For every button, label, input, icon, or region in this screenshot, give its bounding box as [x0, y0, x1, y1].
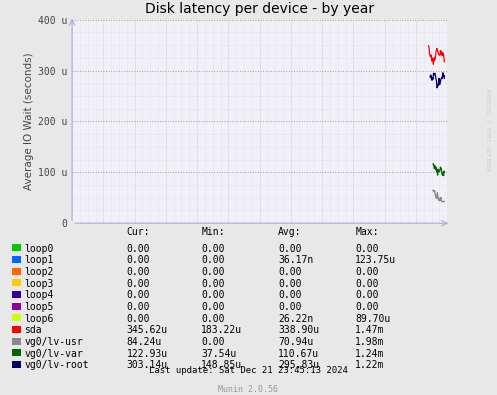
Text: loop2: loop2 — [24, 267, 54, 277]
Text: 295.83u: 295.83u — [278, 360, 320, 370]
Text: 0.00: 0.00 — [201, 244, 225, 254]
Text: Avg:: Avg: — [278, 227, 302, 237]
Text: 110.67u: 110.67u — [278, 348, 320, 359]
Text: RRDTOOL / TOBI OETIKER: RRDTOOL / TOBI OETIKER — [486, 89, 491, 171]
Text: 0.00: 0.00 — [355, 290, 379, 300]
Text: vg0/lv-usr: vg0/lv-usr — [24, 337, 83, 347]
Text: 1.98m: 1.98m — [355, 337, 385, 347]
Text: 0.00: 0.00 — [355, 278, 379, 289]
Text: 0.00: 0.00 — [201, 255, 225, 265]
Text: loop1: loop1 — [24, 255, 54, 265]
Text: vg0/lv-var: vg0/lv-var — [24, 348, 83, 359]
Text: 338.90u: 338.90u — [278, 325, 320, 335]
Text: 26.22n: 26.22n — [278, 314, 314, 324]
Text: 0.00: 0.00 — [355, 267, 379, 277]
Text: 123.75u: 123.75u — [355, 255, 397, 265]
Text: 0.00: 0.00 — [127, 314, 150, 324]
Text: 0.00: 0.00 — [278, 290, 302, 300]
Text: 0.00: 0.00 — [355, 244, 379, 254]
Text: 89.70u: 89.70u — [355, 314, 391, 324]
Text: 84.24u: 84.24u — [127, 337, 162, 347]
Text: 303.14u: 303.14u — [127, 360, 168, 370]
Title: Disk latency per device - by year: Disk latency per device - by year — [145, 2, 374, 16]
Text: 0.00: 0.00 — [127, 278, 150, 289]
Text: 1.22m: 1.22m — [355, 360, 385, 370]
Text: 0.00: 0.00 — [278, 302, 302, 312]
Text: loop3: loop3 — [24, 278, 54, 289]
Text: 122.93u: 122.93u — [127, 348, 168, 359]
Text: 0.00: 0.00 — [355, 302, 379, 312]
Text: vg0/lv-root: vg0/lv-root — [24, 360, 89, 370]
Text: 0.00: 0.00 — [127, 290, 150, 300]
Text: 70.94u: 70.94u — [278, 337, 314, 347]
Text: 0.00: 0.00 — [127, 267, 150, 277]
Text: loop4: loop4 — [24, 290, 54, 300]
Text: 1.47m: 1.47m — [355, 325, 385, 335]
Text: 0.00: 0.00 — [201, 278, 225, 289]
Text: loop6: loop6 — [24, 314, 54, 324]
Text: 0.00: 0.00 — [127, 302, 150, 312]
Y-axis label: Average IO Wait (seconds): Average IO Wait (seconds) — [24, 53, 34, 190]
Text: 37.54u: 37.54u — [201, 348, 237, 359]
Text: Max:: Max: — [355, 227, 379, 237]
Text: loop0: loop0 — [24, 244, 54, 254]
Text: 0.00: 0.00 — [127, 244, 150, 254]
Text: 345.62u: 345.62u — [127, 325, 168, 335]
Text: 0.00: 0.00 — [201, 337, 225, 347]
Text: Munin 2.0.56: Munin 2.0.56 — [219, 385, 278, 394]
Text: sda: sda — [24, 325, 42, 335]
Text: 0.00: 0.00 — [201, 314, 225, 324]
Text: 0.00: 0.00 — [278, 278, 302, 289]
Text: 148.85u: 148.85u — [201, 360, 243, 370]
Text: 0.00: 0.00 — [201, 267, 225, 277]
Text: 36.17n: 36.17n — [278, 255, 314, 265]
Text: Cur:: Cur: — [127, 227, 150, 237]
Text: 0.00: 0.00 — [127, 255, 150, 265]
Text: Min:: Min: — [201, 227, 225, 237]
Text: loop5: loop5 — [24, 302, 54, 312]
Text: 0.00: 0.00 — [201, 302, 225, 312]
Text: 0.00: 0.00 — [278, 244, 302, 254]
Text: 0.00: 0.00 — [201, 290, 225, 300]
Text: 1.24m: 1.24m — [355, 348, 385, 359]
Text: Last update: Sat Dec 21 23:45:13 2024: Last update: Sat Dec 21 23:45:13 2024 — [149, 366, 348, 375]
Text: 183.22u: 183.22u — [201, 325, 243, 335]
Text: 0.00: 0.00 — [278, 267, 302, 277]
